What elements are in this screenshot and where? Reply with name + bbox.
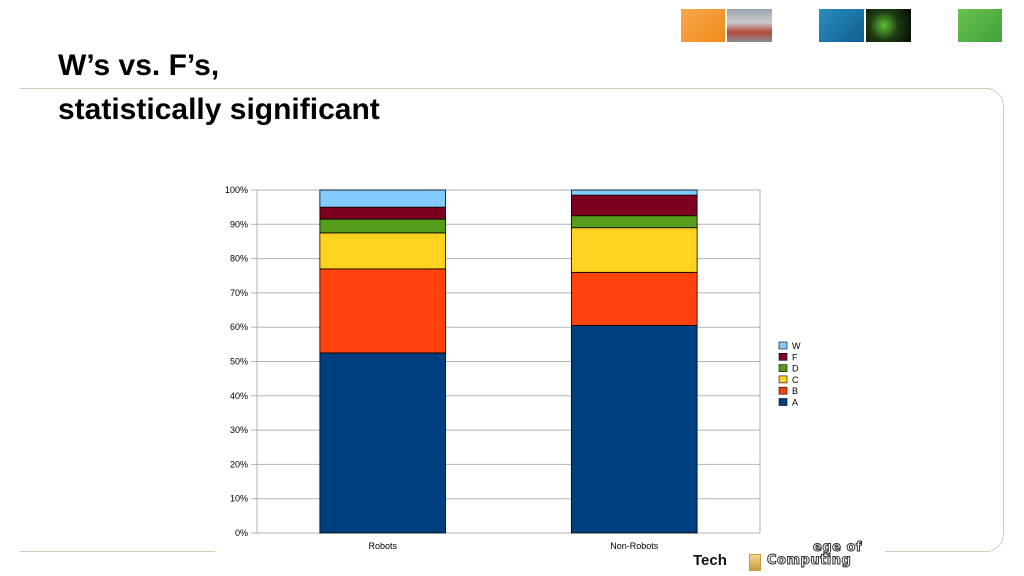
slide-title: W’s vs. F’s, statistically significant: [58, 44, 380, 132]
bar-segment-f-non-robots: [570, 194, 698, 217]
legend-swatch-a: [778, 398, 788, 406]
chart-svg: 0% 10% 20% 30% 40% 50% 60% 70% 80% 90% 100% Robots N…: [225, 185, 801, 551]
y-tick-label: 30%: [230, 425, 248, 435]
bar-segment-w-robots: [319, 189, 447, 208]
legend-label-b: B: [792, 386, 798, 396]
frame-top-line: [20, 88, 990, 89]
bar-segment-f-robots: [319, 206, 447, 220]
legend-label-c: C: [792, 375, 799, 385]
y-tick-label: 40%: [230, 391, 248, 401]
y-tick-label: 70%: [230, 288, 248, 298]
legend-label-f: F: [792, 352, 798, 362]
legend-label-d: D: [792, 364, 799, 374]
slide-title-line1: W’s vs. F’s,: [58, 49, 220, 82]
x-tick-label: Non-Robots: [610, 541, 659, 551]
footer-computing-text: Computing: [766, 553, 852, 569]
blue-tile: [819, 9, 864, 42]
stacked-bar-chart: 0% 10% 20% 30% 40% 50% 60% 70% 80% 90% 100% Robots N…: [215, 183, 885, 555]
legend-swatch-b: [778, 386, 788, 395]
network-photo-tile: [866, 9, 911, 42]
bar-segment-c-non-robots: [570, 227, 698, 273]
footer-college-text: ege of: [812, 540, 863, 556]
bar-segment-b-non-robots: [570, 271, 698, 326]
green-tile: [958, 9, 1002, 42]
y-tick-label: 20%: [230, 459, 248, 469]
bar-segment-a-non-robots: [570, 325, 698, 534]
y-tick-label: 0%: [235, 528, 248, 538]
orange-tile: [681, 9, 725, 42]
bar-segment-a-robots: [319, 352, 447, 534]
college-logo: Tech ege of Computing: [693, 540, 893, 571]
y-tick-label: 100%: [225, 185, 248, 195]
bar-segment-w-non-robots: [570, 189, 698, 196]
campus-photo-tile: [727, 9, 772, 42]
bar-segment-b-robots: [319, 268, 447, 354]
x-tick-label: Robots: [368, 541, 397, 551]
legend-swatch-f: [778, 353, 788, 361]
header-image-tiles: [0, 9, 1024, 43]
bar-segment-d-non-robots: [570, 215, 698, 229]
legend-swatch-d: [778, 364, 788, 372]
legend-swatch-w: [778, 341, 788, 350]
footer-logo-mark: [749, 554, 761, 571]
y-tick-label: 60%: [230, 322, 248, 332]
slide-title-line2: statistically significant: [58, 93, 380, 126]
bar-segment-d-robots: [319, 218, 447, 234]
y-tick-label: 90%: [230, 219, 248, 229]
legend-label-a: A: [792, 398, 798, 408]
bar-segment-c-robots: [319, 232, 447, 270]
legend-swatch-c: [778, 375, 788, 384]
y-tick-label: 50%: [230, 357, 248, 367]
y-tick-label: 80%: [230, 254, 248, 264]
legend-label-w: W: [792, 341, 801, 351]
footer-tech-text: Tech: [693, 552, 727, 569]
y-tick-label: 10%: [230, 494, 248, 504]
